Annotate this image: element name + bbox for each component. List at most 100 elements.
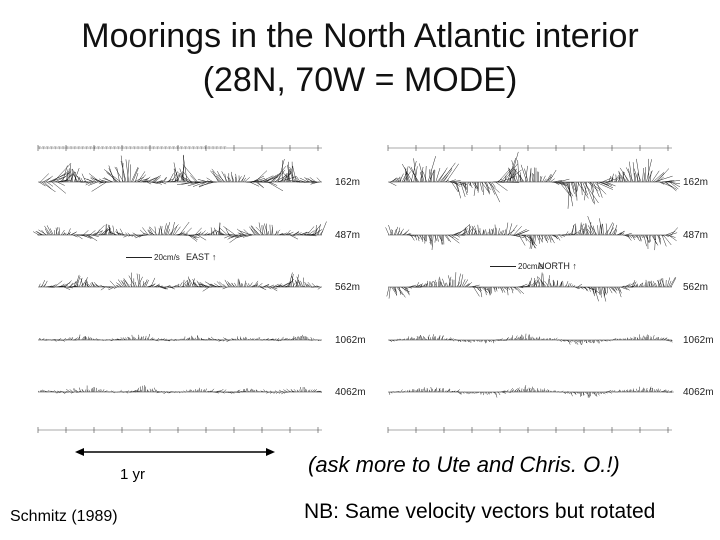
velocity-vector [522, 335, 525, 341]
component-label: EAST ↑ [186, 252, 216, 262]
velocity-vector [488, 286, 491, 295]
velocity-vector [304, 281, 308, 288]
velocity-vector [73, 387, 77, 393]
velocity-vector [635, 336, 637, 341]
velocity-vector [636, 158, 641, 183]
velocity-vector [245, 388, 247, 393]
velocity-vector [536, 388, 539, 393]
velocity-vector [527, 334, 530, 341]
velocity-vector [639, 234, 642, 242]
velocity-vector [101, 227, 109, 236]
velocity-vector [466, 181, 468, 193]
velocity-vector [296, 336, 299, 341]
velocity-vector [71, 391, 75, 394]
velocity-vector [465, 228, 468, 236]
velocity-vector [189, 389, 192, 393]
velocity-vector [207, 233, 210, 236]
velocity-vector [592, 286, 595, 295]
velocity-vector [621, 285, 625, 288]
velocity-vector [300, 336, 302, 341]
velocity-vector [462, 339, 466, 342]
velocity-vector [69, 389, 73, 393]
velocity-vector [388, 391, 391, 395]
velocity-vector [252, 284, 258, 288]
velocity-vector [272, 283, 279, 288]
velocity-vector [465, 283, 471, 288]
velocity-vector [652, 335, 655, 341]
velocity-vector [299, 389, 301, 393]
velocity-vector [133, 390, 137, 393]
velocity-vector [670, 277, 677, 288]
velocity-vector [166, 285, 171, 288]
velocity-vector [612, 338, 615, 341]
velocity-vector [502, 391, 506, 394]
velocity-vector [522, 234, 532, 244]
velocity-vector [597, 225, 599, 236]
velocity-vector [637, 173, 642, 183]
velocity-vector [56, 391, 59, 394]
velocity-scale: 20cm/s [490, 262, 544, 271]
velocity-vector [553, 181, 560, 185]
velocity-vector [227, 233, 235, 236]
stick-vectors [38, 272, 322, 292]
velocity-vector [210, 227, 213, 236]
velocity-vector [94, 225, 105, 236]
velocity-vector [405, 286, 410, 294]
velocity-vector [116, 228, 119, 236]
velocity-vector [433, 280, 438, 288]
velocity-vector [155, 181, 162, 185]
velocity-vector [631, 234, 635, 241]
velocity-vector [460, 274, 464, 288]
velocity-vector [46, 285, 53, 288]
velocity-vector [42, 283, 46, 288]
velocity-vector [116, 232, 123, 236]
velocity-vector [450, 339, 452, 341]
velocity-vector [494, 286, 496, 293]
velocity-vector [147, 333, 150, 341]
velocity-vector [297, 336, 299, 341]
velocity-vector [196, 232, 201, 236]
velocity-vector [449, 282, 451, 288]
velocity-vector [311, 180, 318, 183]
velocity-vector [446, 163, 459, 183]
velocity-vector [568, 233, 572, 236]
velocity-vector [303, 277, 305, 288]
velocity-vector [444, 338, 448, 341]
velocity-vector [159, 338, 163, 341]
velocity-vector [619, 167, 630, 183]
velocity-vector [425, 338, 427, 341]
velocity-vector [473, 339, 475, 343]
velocity-vector [666, 277, 671, 288]
velocity-vector [263, 389, 266, 393]
velocity-vector [527, 281, 531, 288]
velocity-vector [315, 390, 319, 393]
velocity-vector [624, 286, 630, 291]
velocity-vector [576, 181, 580, 192]
velocity-vector [85, 181, 92, 186]
source-credit: Schmitz (1989) [10, 508, 118, 525]
velocity-vector [96, 229, 100, 236]
velocity-vector [302, 285, 306, 288]
velocity-vector [424, 337, 426, 341]
velocity-vector [163, 177, 167, 183]
velocity-vector [242, 234, 253, 238]
velocity-vector [653, 234, 657, 241]
velocity-vector [414, 234, 418, 241]
velocity-vector [612, 391, 614, 393]
velocity-vector [174, 226, 181, 236]
velocity-vector [646, 387, 648, 393]
velocity-vector [317, 286, 322, 290]
velocity-vector [198, 283, 209, 288]
velocity-vector [159, 225, 163, 236]
velocity-vector [464, 227, 467, 236]
velocity-vector [599, 391, 602, 394]
velocity-vector [599, 218, 603, 236]
velocity-vector [586, 228, 592, 236]
velocity-vector [271, 338, 274, 341]
velocity-vector [430, 281, 433, 288]
velocity-vector [551, 338, 554, 341]
velocity-vector [642, 234, 645, 239]
velocity-vector [186, 279, 191, 288]
velocity-vector [191, 389, 193, 393]
velocity-vector [444, 234, 450, 242]
